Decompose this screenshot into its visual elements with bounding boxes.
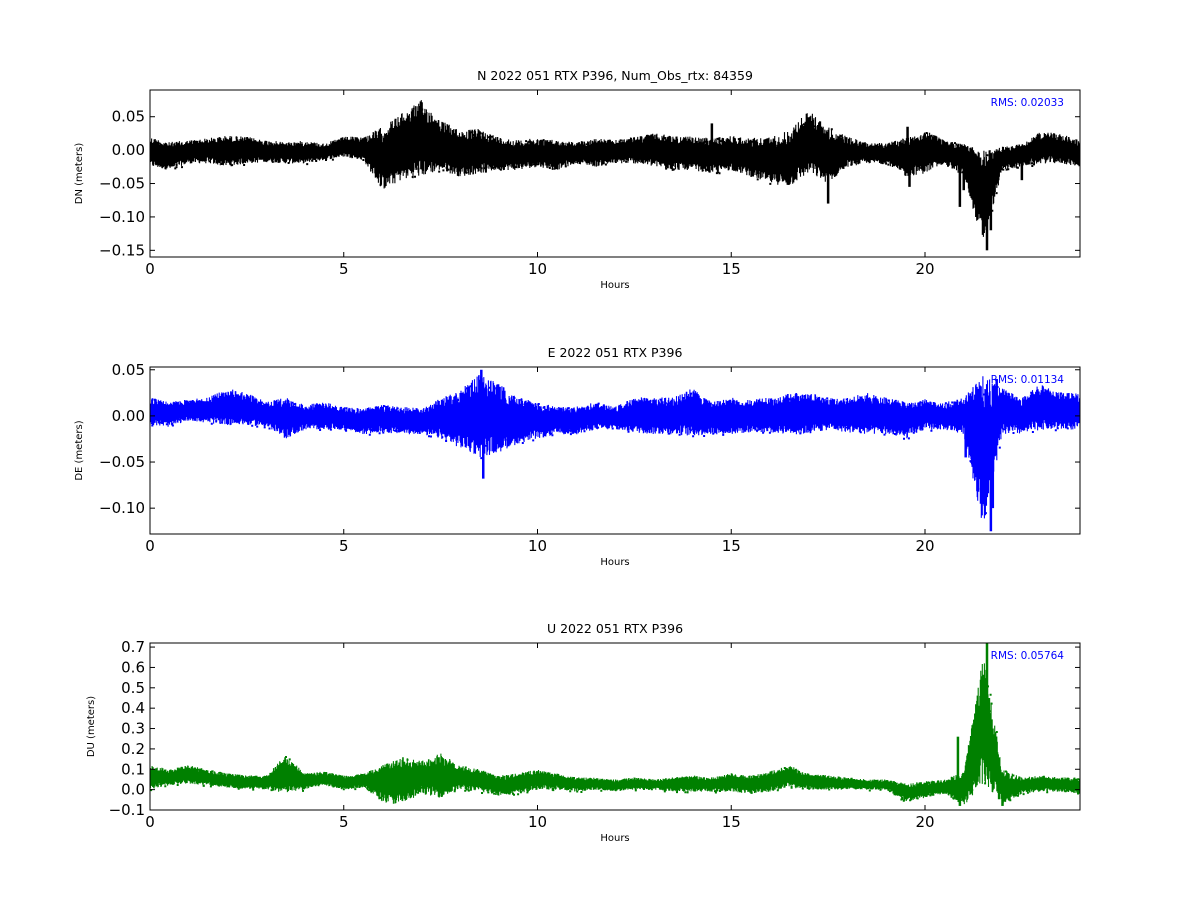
de-ytick-label: 0.05 bbox=[112, 361, 145, 379]
dn-ytick-label: −0.15 bbox=[99, 241, 145, 259]
du-xlabel: Hours bbox=[600, 833, 629, 844]
dn-ytick-label: −0.10 bbox=[99, 208, 145, 226]
de-ytick-label: −0.10 bbox=[99, 499, 145, 517]
dn-series bbox=[150, 100, 1080, 251]
de-xtick-label: 5 bbox=[339, 537, 349, 555]
de-ytick-label: 0.00 bbox=[112, 407, 145, 425]
du-ylabel: DU (meters) bbox=[86, 696, 97, 757]
dn-ytick-label: 0.05 bbox=[112, 108, 145, 126]
du-ytick-label: 0.0 bbox=[121, 781, 145, 799]
de-title: E 2022 051 RTX P396 bbox=[548, 345, 683, 360]
de-xtick-label: 20 bbox=[915, 537, 934, 555]
du-xtick-label: 20 bbox=[915, 813, 934, 831]
de-axes-frame bbox=[149, 366, 1081, 535]
du-xtick-label: 0 bbox=[145, 813, 155, 831]
du-ytick-label: 0.5 bbox=[121, 679, 145, 697]
du-xtick-label: 10 bbox=[528, 813, 547, 831]
dn-xtick-label: 15 bbox=[722, 260, 741, 278]
de-ytick-label: −0.05 bbox=[99, 453, 145, 471]
panel-du: 0 5 10 15 20 0.7 0.6 0.5 0.4 0.3 0.2 0.1 0.0 −0.1 U 20… bbox=[86, 621, 1081, 844]
dn-ytick-label: −0.05 bbox=[99, 175, 145, 193]
dn-xtick-label: 20 bbox=[915, 260, 934, 278]
de-series bbox=[150, 369, 1080, 532]
dn-xtick-label: 0 bbox=[145, 260, 155, 278]
dn-axes-frame bbox=[149, 89, 1081, 258]
dn-rms-label: RMS: 0.02033 bbox=[991, 97, 1064, 109]
du-ytick-label: 0.2 bbox=[121, 740, 145, 758]
du-ytick-label: 0.6 bbox=[121, 658, 145, 676]
de-xtick-label: 0 bbox=[145, 537, 155, 555]
du-ytick-label: 0.7 bbox=[121, 638, 145, 656]
de-rms-label: RMS: 0.01134 bbox=[991, 374, 1065, 386]
du-xtick-label: 15 bbox=[722, 813, 741, 831]
du-title: U 2022 051 RTX P396 bbox=[547, 621, 683, 636]
panel-de: 0 5 10 15 20 0.05 0.00 −0.05 −0.10 E 2022 051 RTX… bbox=[74, 345, 1081, 568]
de-xlabel: Hours bbox=[600, 557, 629, 568]
de-data-points bbox=[150, 375, 1080, 519]
du-rms-label: RMS: 0.05764 bbox=[991, 650, 1065, 662]
du-ytick-label: 0.1 bbox=[121, 760, 145, 778]
panel-dn: 0 5 10 15 20 0.05 0.00 −0.05 −0.10 −0.15 N 2022 05… bbox=[74, 68, 1081, 291]
dn-title: N 2022 051 RTX P396, Num_Obs_rtx: 84359 bbox=[477, 68, 753, 83]
de-ylabel: DE (meters) bbox=[74, 420, 85, 480]
dn-xtick-label: 10 bbox=[528, 260, 547, 278]
du-ytick-label: 0.3 bbox=[121, 720, 145, 738]
dn-ytick-label: 0.00 bbox=[112, 141, 145, 159]
dn-xtick-label: 5 bbox=[339, 260, 349, 278]
du-xtick-label: 5 bbox=[339, 813, 349, 831]
du-ytick-label: 0.4 bbox=[121, 699, 145, 717]
de-xtick-label: 10 bbox=[528, 537, 547, 555]
du-axes-frame bbox=[149, 642, 1081, 811]
dn-ylabel: DN (meters) bbox=[74, 143, 85, 205]
du-ytick-label: −0.1 bbox=[109, 801, 145, 819]
de-xtick-label: 15 bbox=[722, 537, 741, 555]
du-series bbox=[150, 643, 1080, 806]
dn-xlabel: Hours bbox=[600, 280, 629, 291]
